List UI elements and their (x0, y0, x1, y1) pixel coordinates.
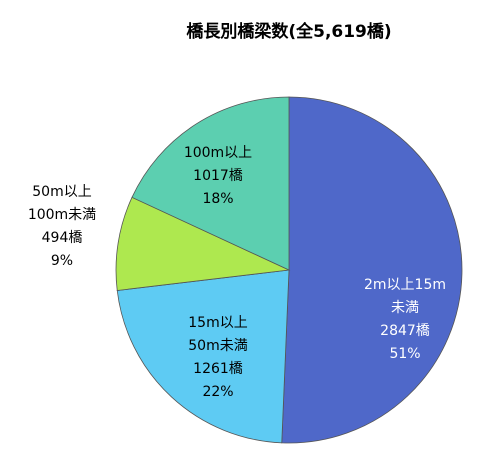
slice-category-label: 50m以上 100m未満 (28, 184, 96, 223)
slice-percent-label: 22% (202, 384, 233, 400)
pie-slice (131, 96, 290, 271)
slice-category-label: 2m以上15m 未満 (364, 277, 446, 316)
chart-title: 橋長別橋梁数(全5,619橋) (186, 21, 391, 42)
pie-slice (281, 96, 463, 444)
pie-slice (115, 196, 291, 291)
slice-percent-label: 9% (51, 253, 73, 269)
slice-value-label: 494橋 (42, 230, 83, 246)
slice-value-label: 1017橋 (193, 168, 243, 184)
slice-percent-label: 18% (202, 191, 233, 207)
slice-category-label: 15m以上 50m未満 (188, 315, 247, 354)
slice-value-label: 1261橋 (193, 361, 243, 377)
slice-value-label: 2847橋 (380, 323, 430, 339)
pie-slice (116, 269, 290, 444)
slice-percent-label: 51% (389, 346, 420, 362)
slice-category-label: 100m以上 (184, 145, 252, 161)
